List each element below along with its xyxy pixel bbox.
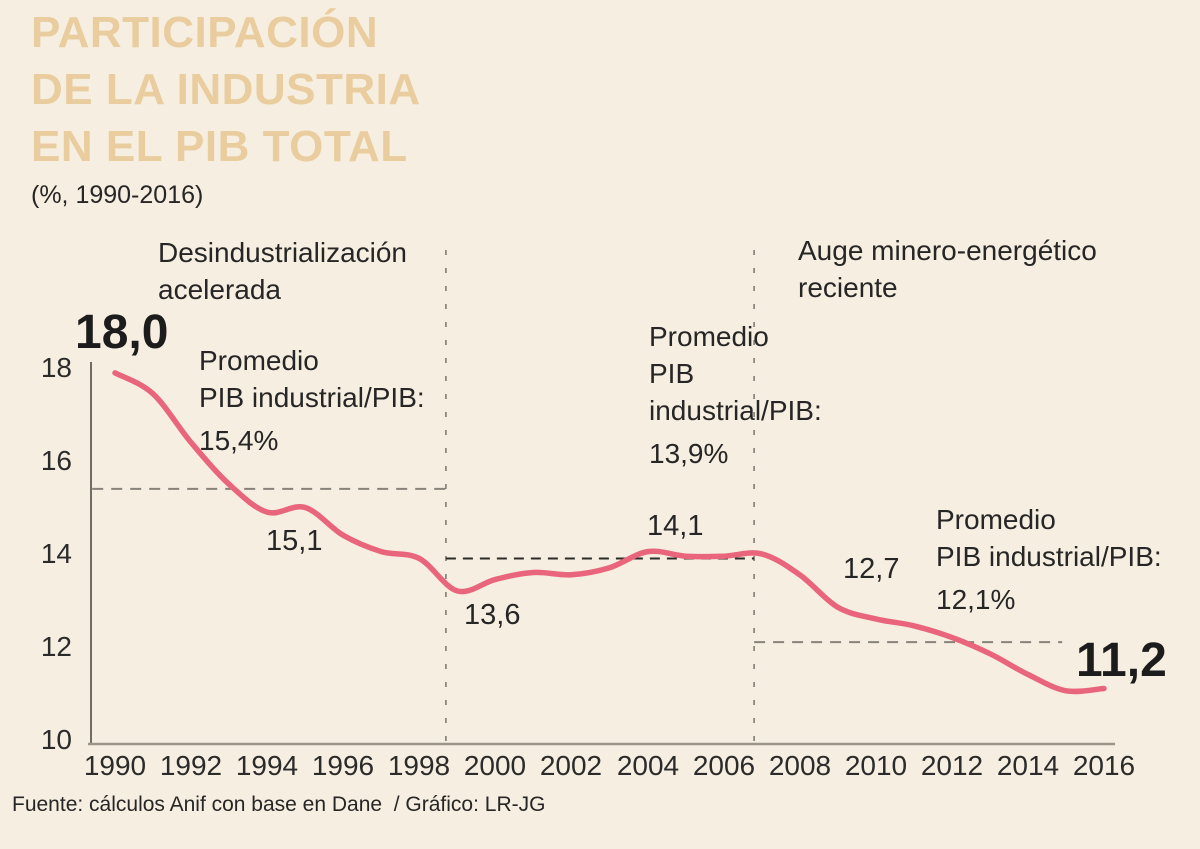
y-tick-label-14: 14: [40, 538, 72, 569]
x-tick-label-2014: 2014: [996, 750, 1060, 781]
x-tick-label-2010: 2010: [844, 750, 908, 781]
x-tick-label-1996: 1996: [311, 750, 375, 781]
data-label-1994: 15,1: [266, 525, 323, 557]
x-tick-label-2008: 2008: [768, 750, 832, 781]
industry-share-line: [112, 370, 1107, 695]
average-annotation-1-label: Promedio PIB industrial/PIB:: [199, 345, 425, 413]
chart-title: PARTICIPACIÓN DE LA INDUSTRIA EN EL PIB …: [31, 8, 421, 171]
average-annotation-2-value: 13,9%: [649, 438, 729, 469]
x-tick-label-1998: 1998: [387, 750, 451, 781]
data-label-1999: 13,6: [464, 599, 521, 631]
era-label-auge-minero: Auge minero-energético reciente: [798, 235, 1097, 303]
x-tick-label-2004: 2004: [616, 750, 680, 781]
era-label-desindustrializacion: Desindustrialización acelerada: [158, 237, 408, 305]
data-label-2010: 12,7: [843, 553, 900, 585]
average-annotation-2: Promedio PIB industrial/PIB: 13,9%: [649, 318, 822, 472]
x-tick-label-2016: 2016: [1072, 750, 1136, 781]
average-annotation-3-value: 12,1%: [936, 584, 1016, 615]
average-annotation-3: Promedio PIB industrial/PIB: 12,1%: [936, 501, 1162, 618]
x-tick-label-1994: 1994: [235, 750, 299, 781]
chart-subtitle: (%, 1990-2016): [31, 181, 204, 209]
average-annotation-2-label: Promedio PIB industrial/PIB:: [649, 321, 822, 426]
x-tick-label-2000: 2000: [463, 750, 527, 781]
average-annotation-1-value: 15,4%: [199, 425, 279, 456]
source-credit: Fuente: cálculos Anif con base en Dane /…: [12, 793, 546, 816]
data-label-1990: 18,0: [75, 306, 169, 359]
data-label-2016: 11,2: [1076, 634, 1167, 687]
x-tick-label-1992: 1992: [159, 750, 223, 781]
x-tick-label-2006: 2006: [692, 750, 756, 781]
average-annotation-1: Promedio PIB industrial/PIB: 15,4%: [199, 342, 425, 459]
x-tick-label-1990: 1990: [83, 750, 147, 781]
x-tick-label-2012: 2012: [920, 750, 984, 781]
average-annotation-3-label: Promedio PIB industrial/PIB:: [936, 504, 1162, 572]
x-tick-label-2002: 2002: [539, 750, 603, 781]
y-tick-label-16: 16: [40, 445, 72, 476]
y-tick-label-18: 18: [40, 352, 72, 383]
y-tick-label-12: 12: [40, 631, 72, 662]
y-tick-label-10: 10: [40, 724, 72, 755]
data-label-2004: 14,1: [647, 510, 704, 542]
